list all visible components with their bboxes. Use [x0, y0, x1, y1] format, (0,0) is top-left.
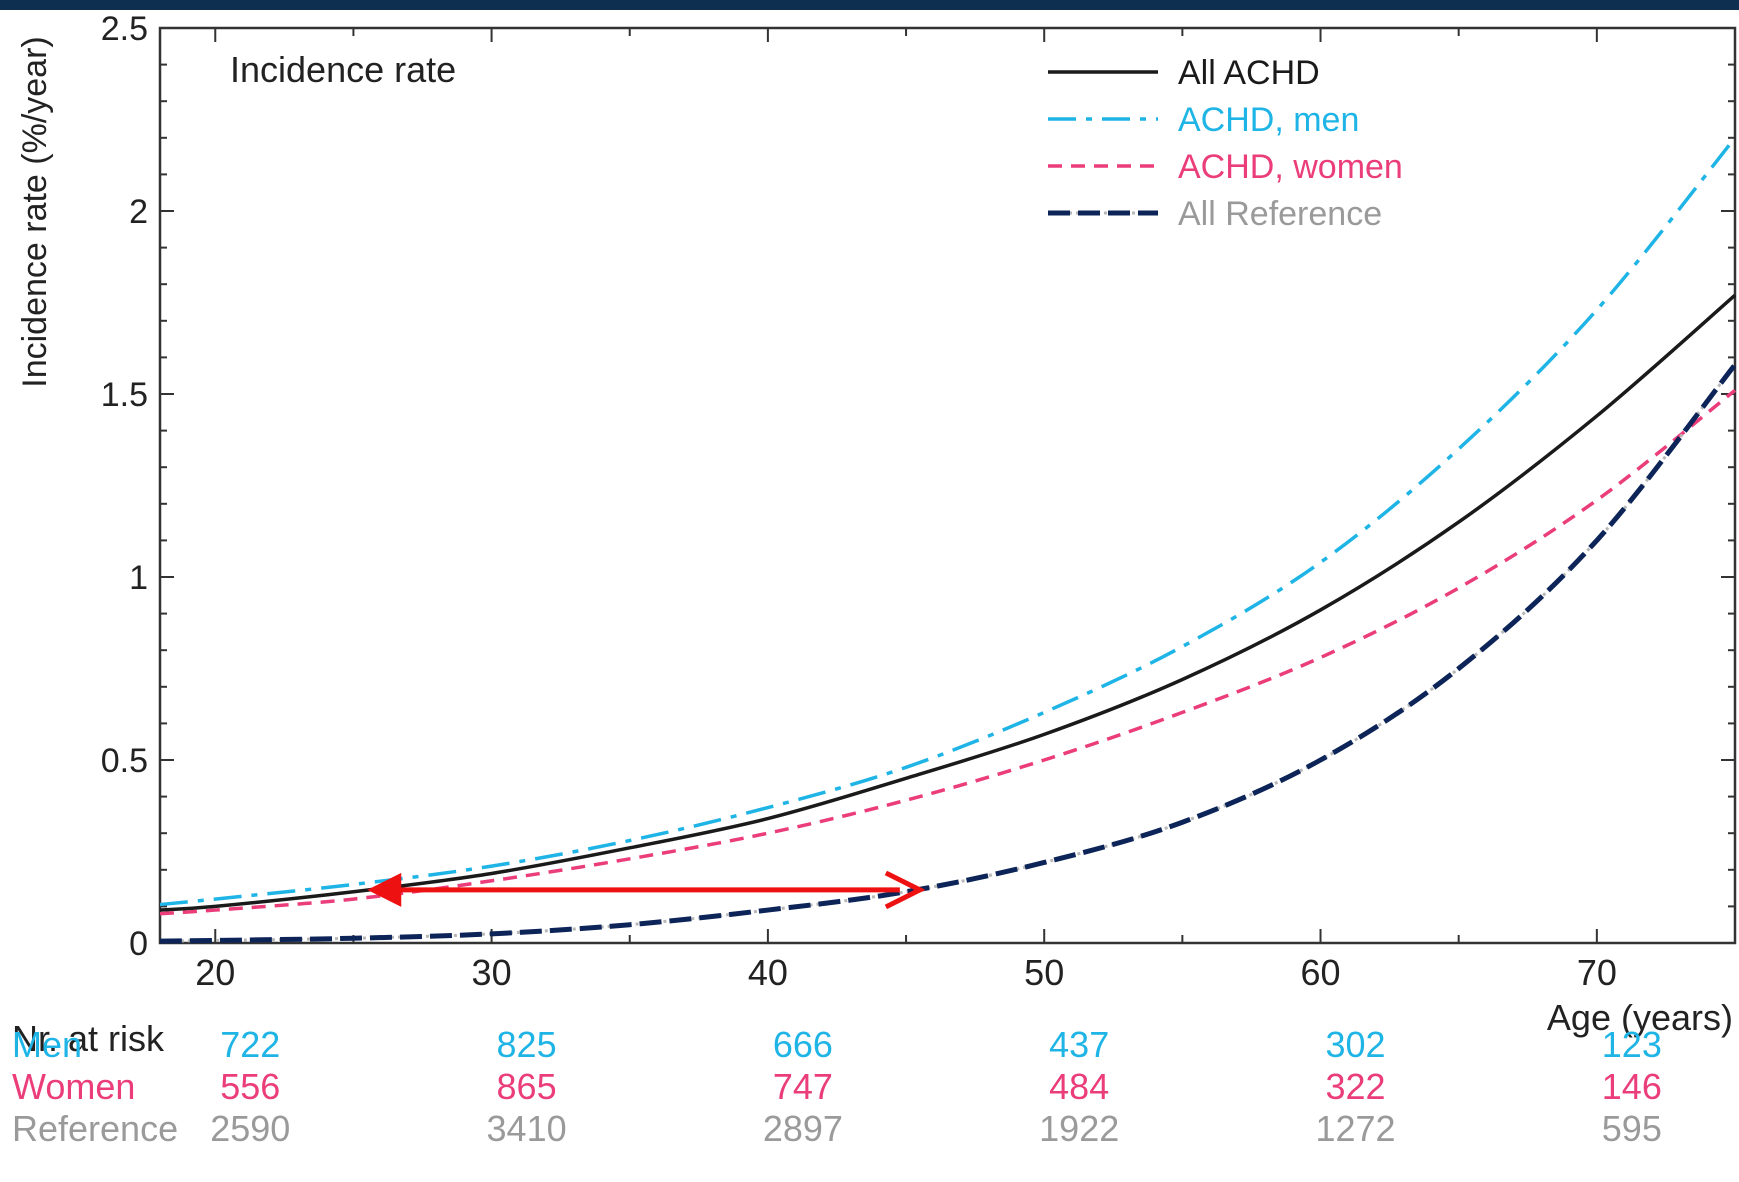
y-tick-label: 0.5	[101, 742, 148, 780]
x-tick-label: 70	[1577, 952, 1617, 993]
x-tick-label: 30	[472, 952, 512, 993]
y-tick-label: 2	[129, 193, 148, 231]
legend-entry-label: All Reference	[1178, 195, 1382, 233]
series-line-achd-women	[159, 388, 1737, 916]
legend-entry-label: All ACHD	[1178, 54, 1320, 92]
y-tick-label: 2.5	[101, 10, 148, 48]
series-line-all-achd	[159, 293, 1737, 912]
legend: All ACHD ACHD, men ACHD, women All Referenc…	[1048, 54, 1403, 233]
x-tick-label: 60	[1301, 952, 1341, 993]
legend-entry-label: ACHD, men	[1178, 101, 1359, 139]
y-tick-label: 0	[129, 925, 148, 963]
arrow-head-left	[367, 872, 402, 907]
series-line-achd-men	[159, 136, 1737, 907]
y-tick-label: 1	[129, 559, 148, 597]
series-line-all-reference	[159, 363, 1737, 944]
plot-frame	[158, 26, 1737, 945]
y-axis-label: Incidence rate (%/year)	[16, 36, 54, 388]
x-axis-label: Age (years)	[1546, 997, 1733, 1038]
series-line-reference-underlay	[159, 363, 1737, 943]
series-layer	[159, 136, 1737, 944]
arrow-head-right	[884, 870, 926, 910]
legend-entry-label: ACHD, women	[1178, 148, 1403, 186]
arrow-layer	[367, 870, 926, 910]
chart-annotation-title: Incidence rate	[230, 49, 456, 90]
x-tick-label: 20	[195, 952, 235, 993]
x-tick-label: 50	[1024, 952, 1064, 993]
x-tick-label: 40	[748, 952, 788, 993]
y-tick-label: 1.5	[101, 376, 148, 414]
header-bar	[0, 0, 1739, 10]
axes-layer: 0 0.5 1 1.5 2 2.5 20 30 40 50 60 70	[101, 10, 1737, 993]
